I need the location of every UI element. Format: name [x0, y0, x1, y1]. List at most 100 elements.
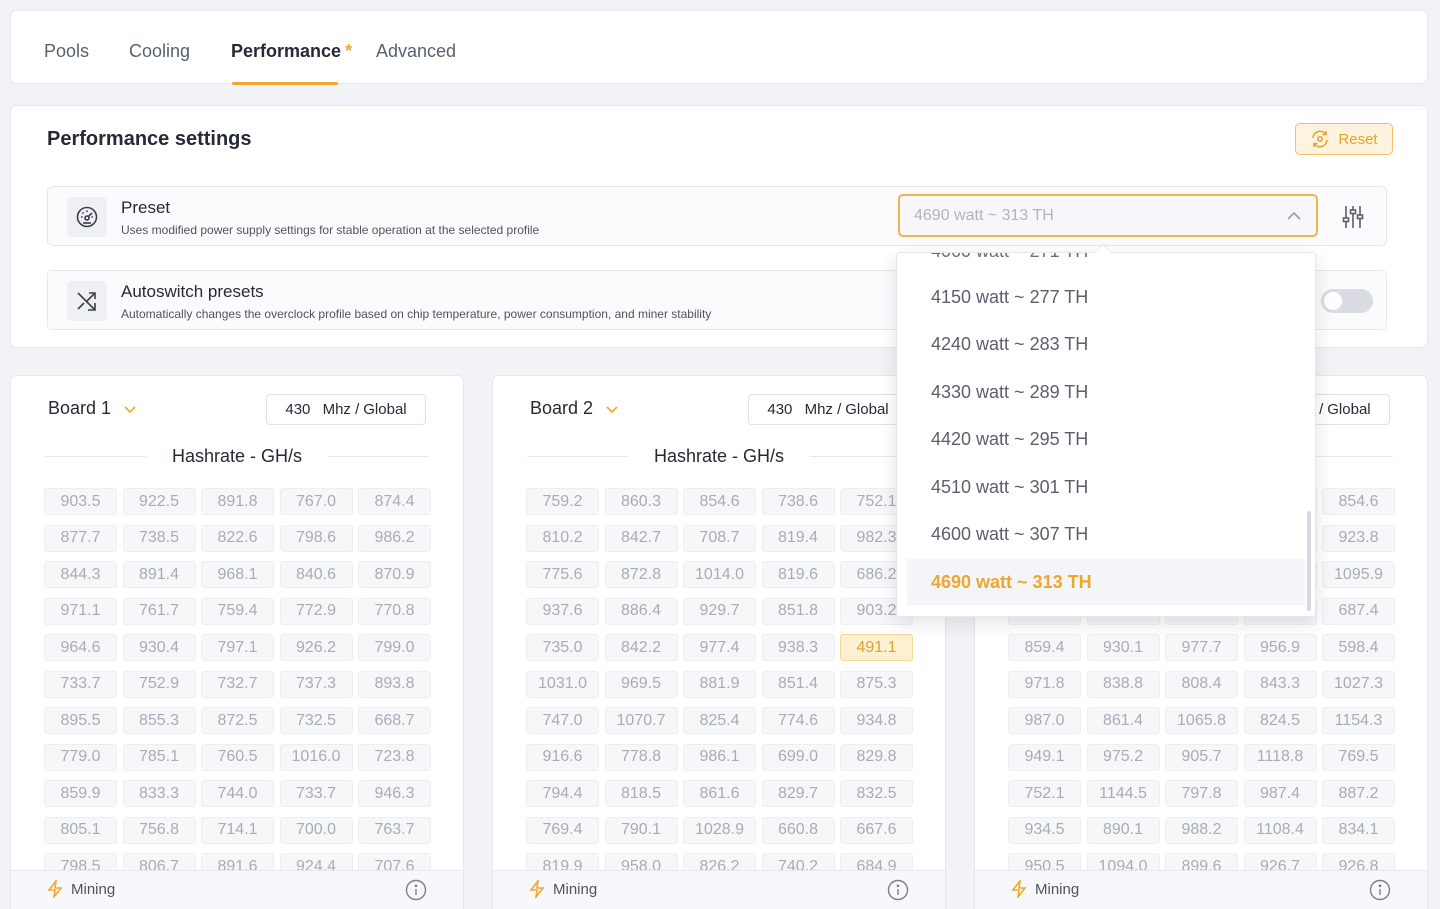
- board-selector[interactable]: Board 1: [48, 398, 137, 419]
- hashrate-cell: 840.6: [279, 561, 353, 588]
- tab-cooling[interactable]: Cooling: [129, 41, 191, 61]
- hashrate-cell: 759.4: [201, 597, 274, 625]
- hashrate-cell: 1016.0: [279, 743, 353, 771]
- hashrate-cell: 975.2: [1086, 743, 1160, 771]
- hashrate-cell: 891.8: [201, 488, 274, 515]
- hashrate-cell: 929.7: [683, 597, 756, 625]
- hashrate-cell: 735.0: [526, 634, 599, 661]
- hashrate-cell: 738.5: [122, 524, 196, 552]
- tab-pools[interactable]: Pools: [44, 41, 90, 61]
- hashrate-cell: 1144.5: [1086, 780, 1160, 807]
- dropdown-scrollbar[interactable]: [1307, 511, 1311, 611]
- tab-advanced[interactable]: Advanced: [376, 41, 457, 61]
- hashrate-cell: 699.0: [761, 743, 835, 771]
- hashrate-cell: 825.4: [683, 707, 756, 734]
- hashrate-cell: 687.4: [1322, 597, 1395, 625]
- hashrate-cell: 798.6: [279, 524, 353, 552]
- hashrate-cell: 1108.4: [1243, 816, 1317, 844]
- hashrate-cell: 956.9: [1243, 634, 1317, 661]
- board-status: Mining: [47, 880, 115, 898]
- autoswitch-toggle[interactable]: [1321, 289, 1373, 313]
- info-icon[interactable]: [1369, 879, 1391, 901]
- hashrate-cell: 829.8: [840, 743, 913, 771]
- hashrate-cell: 926.2: [279, 634, 353, 661]
- dropdown-option-partial[interactable]: 4060 watt ~ 271 TH: [931, 253, 1088, 262]
- dropdown-option[interactable]: 4420 watt ~ 295 TH: [931, 429, 1089, 449]
- hashrate-cell: 1065.8: [1165, 707, 1238, 734]
- board-selector[interactable]: Board 2: [530, 398, 619, 419]
- performance-settings-panel: Performance settings Reset Preset Uses m…: [10, 105, 1428, 348]
- status-label: Mining: [553, 880, 598, 898]
- speedometer-icon: [67, 197, 107, 237]
- reset-label: Reset: [1338, 130, 1378, 148]
- hashrate-cell: 822.6: [201, 524, 274, 552]
- hashrate-cell: 872.8: [604, 561, 678, 588]
- info-icon[interactable]: [887, 879, 909, 901]
- chevron-up-icon: [1287, 211, 1301, 220]
- hashrate-cell: 930.1: [1086, 634, 1160, 661]
- dropdown-option[interactable]: 4600 watt ~ 307 TH: [931, 524, 1089, 544]
- hashrate-cell: 842.7: [604, 524, 678, 552]
- divider: [45, 455, 146, 457]
- preset-select[interactable]: 4690 watt ~ 313 TH: [898, 194, 1318, 237]
- hashrate-cell: 949.1: [1008, 743, 1081, 771]
- lightning-icon: [47, 880, 63, 898]
- dropdown-option[interactable]: 4690 watt ~ 313 TH: [907, 559, 1305, 605]
- hashrate-cell: 930.4: [122, 634, 196, 661]
- hashrate-cell: 794.4: [526, 780, 599, 807]
- dropdown-option[interactable]: 4330 watt ~ 289 TH: [931, 381, 1089, 402]
- info-icon[interactable]: [405, 879, 427, 901]
- hashrate-cell: 986.1: [683, 743, 756, 771]
- hashrate-cell: 759.2: [526, 488, 599, 515]
- dropdown-option[interactable]: 4150 watt ~ 277 TH: [931, 286, 1089, 307]
- hashrate-cell: 891.4: [122, 561, 196, 588]
- hashrate-cell: 1031.0: [526, 670, 599, 698]
- divider: [1292, 455, 1394, 457]
- hashrate-cell: 723.8: [358, 743, 431, 771]
- hashrate-cell: 905.7: [1165, 743, 1238, 771]
- hashrate-cell: 895.5: [44, 707, 117, 734]
- divider: [328, 455, 430, 457]
- hashrate-cell: 829.7: [761, 780, 835, 807]
- frequency-mode: Global: [845, 401, 889, 418]
- active-tab-underline: [232, 82, 338, 85]
- hashrate-cell: 874.4: [358, 488, 431, 515]
- board-card: Board 2 430 Mhz / Global Hashrate - GH/s…: [492, 375, 946, 909]
- divider: [810, 455, 912, 457]
- dropdown-option[interactable]: 4510 watt ~ 301 TH: [931, 476, 1089, 497]
- hashrate-cell: 799.0: [358, 634, 431, 661]
- sliders-icon[interactable]: [1341, 204, 1365, 230]
- tab-performance[interactable]: Performance *: [231, 41, 352, 62]
- hashrate-cell: 886.4: [604, 597, 678, 625]
- hashrate-cell: 834.1: [1322, 816, 1395, 844]
- hashrate-cell: 714.1: [201, 816, 274, 844]
- hashrate-cell: 988.2: [1165, 816, 1238, 844]
- hashrate-cell: 937.6: [526, 597, 599, 625]
- hashrate-cell: 774.6: [761, 707, 835, 734]
- status-label: Mining: [71, 880, 116, 898]
- hashrate-cell: 772.9: [279, 597, 353, 625]
- hashrate-cell: 761.7: [122, 597, 196, 625]
- hashrate-cell: 977.7: [1165, 634, 1238, 661]
- board-name: Board 1: [48, 398, 112, 418]
- hashrate-cell: 969.5: [604, 670, 678, 698]
- hashrate-cell: 733.7: [44, 670, 117, 698]
- lightning-icon: [529, 880, 545, 898]
- hashrate-cell: 744.0: [201, 780, 274, 807]
- hashrate-cell: 668.7: [358, 707, 431, 734]
- hashrate-cell: 598.4: [1322, 634, 1395, 661]
- hashrate-cell: 916.6: [526, 743, 599, 771]
- frequency-box[interactable]: 430 Mhz / Global: [266, 394, 426, 425]
- hashrate-cell: 785.1: [122, 743, 196, 771]
- dropdown-option[interactable]: 4240 watt ~ 283 TH: [931, 334, 1089, 354]
- reset-button[interactable]: Reset: [1295, 123, 1393, 155]
- hashrate-cell: 797.8: [1165, 780, 1238, 807]
- hashrate-cell: 859.9: [44, 780, 117, 807]
- hashrate-cell: 769.5: [1322, 743, 1395, 771]
- hashrate-cell: 790.1: [604, 816, 678, 844]
- hashrate-cell: 660.8: [761, 816, 835, 844]
- frequency-box[interactable]: 430 Mhz / Global: [748, 394, 908, 425]
- hashrate-cell: 824.5: [1243, 707, 1317, 734]
- chevron-down-icon: [124, 405, 136, 413]
- hashrate-cell: 760.5: [201, 743, 274, 771]
